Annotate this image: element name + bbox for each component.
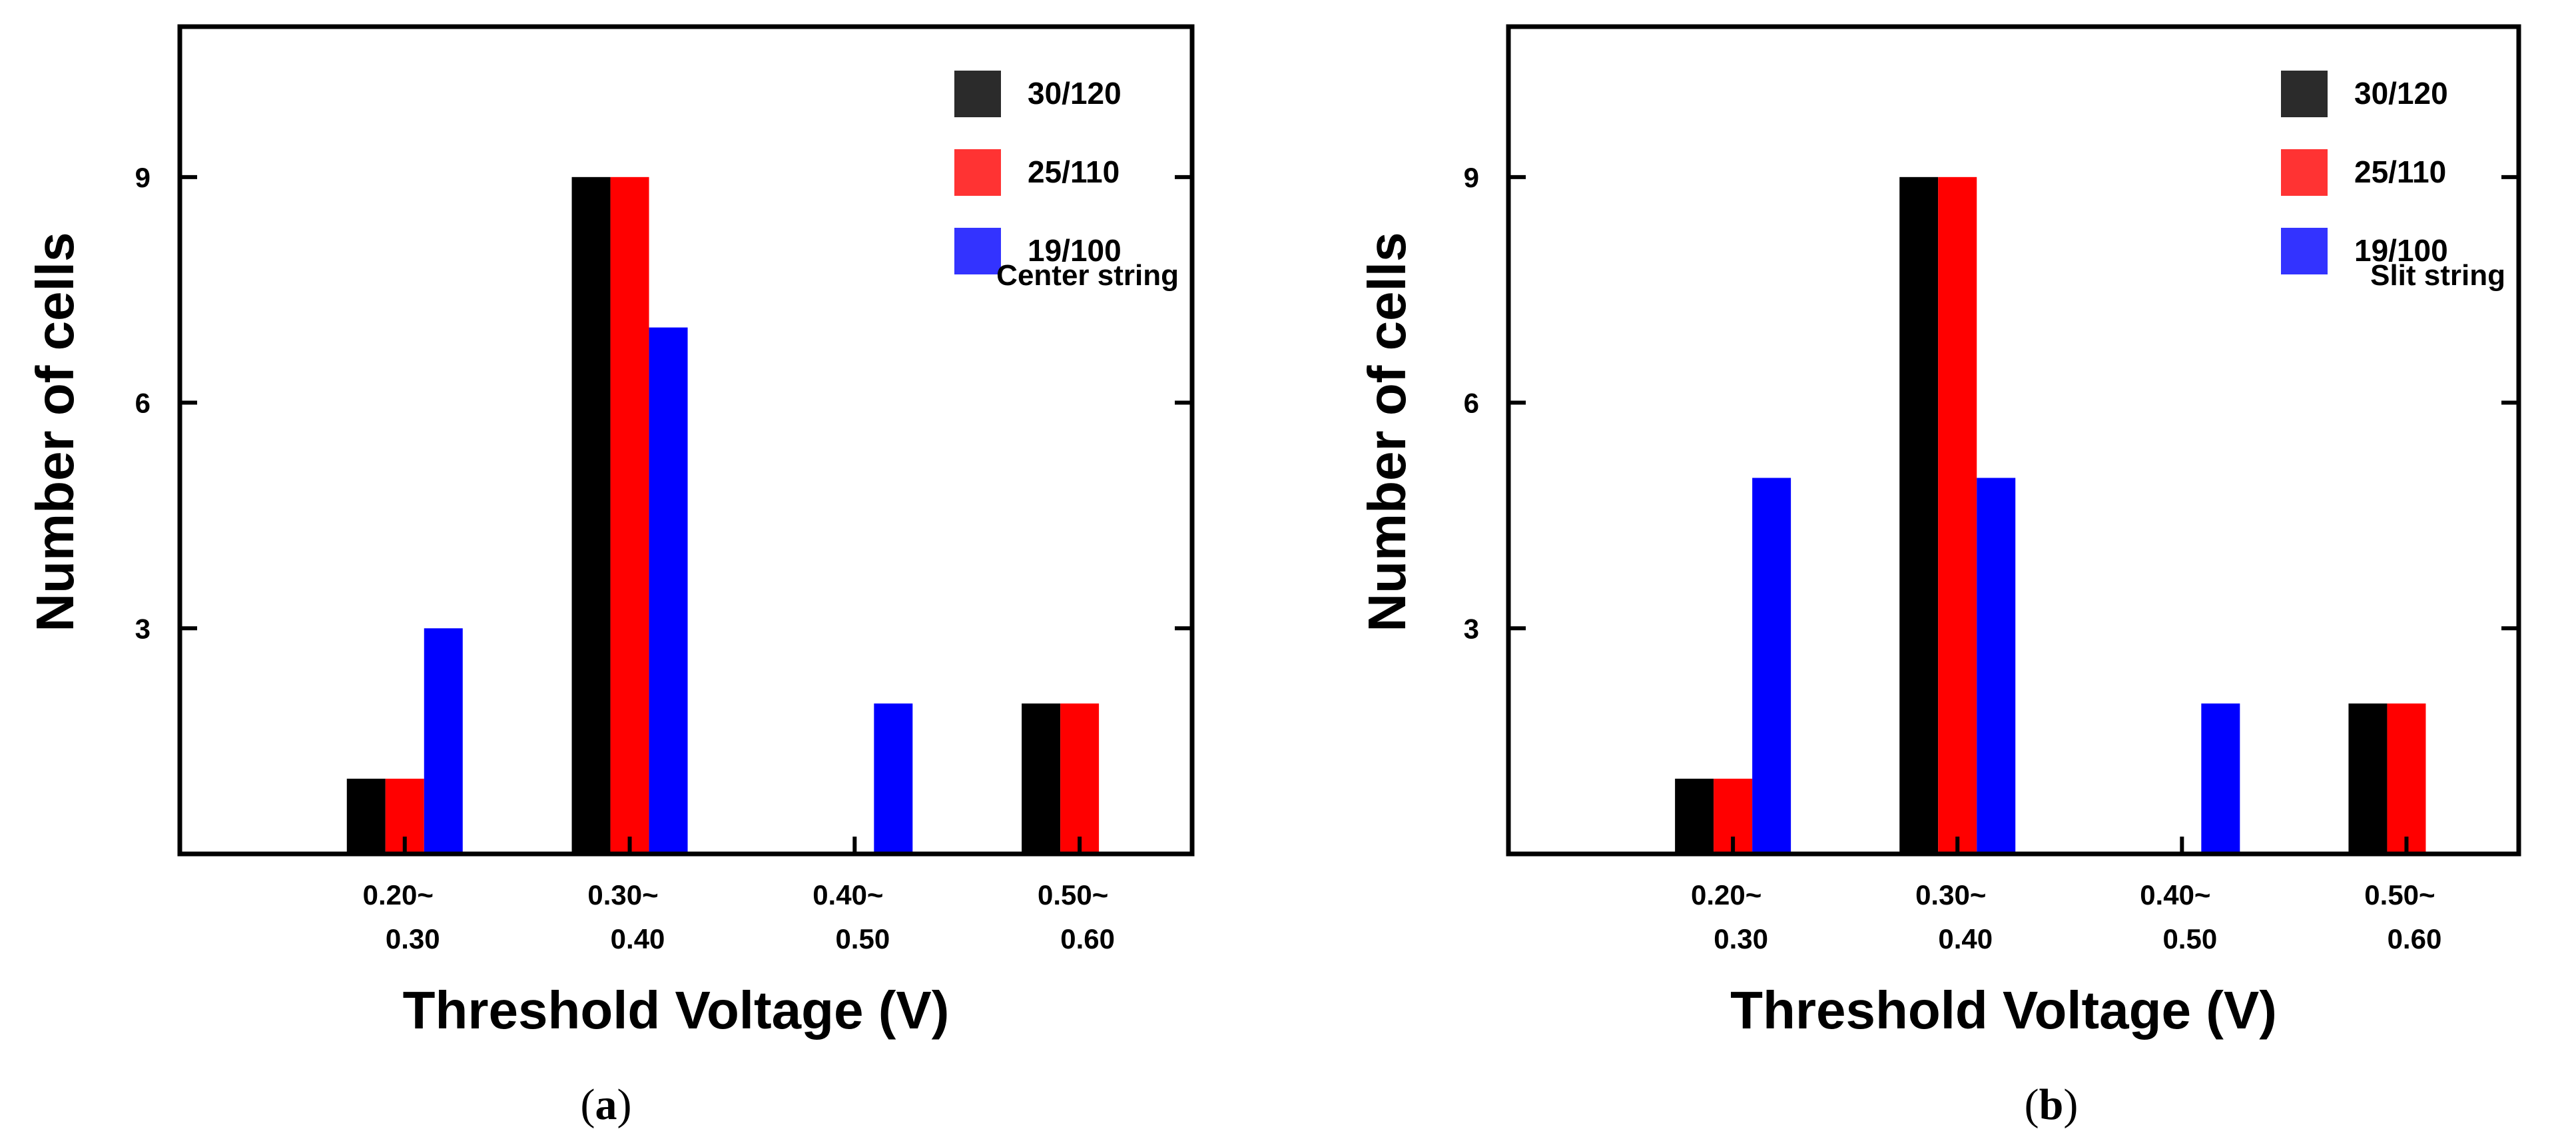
chart-annotation: Center string xyxy=(996,259,1179,292)
legend-swatch-30-120 xyxy=(2281,71,2328,117)
y-tick-label: 6 xyxy=(135,388,151,419)
bar-19-100-0.20 xyxy=(424,628,463,854)
legend-swatch-30-120 xyxy=(954,71,1001,117)
x-tick-label-line2: 0.30 xyxy=(1714,923,1768,955)
plot-frame xyxy=(177,24,1195,857)
x-tick-label-line2: 0.40 xyxy=(611,923,665,955)
x-tick-label-line2: 0.60 xyxy=(2388,923,2442,955)
bar-19-100-0.40 xyxy=(2201,703,2240,854)
x-tick-label-line1: 0.50~ xyxy=(2364,879,2435,911)
bar-30-120-0.50 xyxy=(1022,703,1061,854)
caption-open-paren: ( xyxy=(2025,1080,2039,1129)
x-tick-label-line1: 0.20~ xyxy=(363,879,434,911)
x-tick-label-line1: 0.50~ xyxy=(1038,879,1108,911)
x-axis-title: Threshold Voltage (V) xyxy=(403,980,950,1040)
bar-25-110-0.30 xyxy=(1938,177,1977,854)
y-tick-label: 9 xyxy=(135,162,151,193)
y-tick-label: 3 xyxy=(135,613,151,644)
x-tick-label-line1: 0.40~ xyxy=(2140,879,2210,911)
bar-30-120-0.50 xyxy=(2348,703,2388,854)
x-tick-label-line2: 0.40 xyxy=(1938,923,1993,955)
bar-19-100-0.30 xyxy=(649,327,688,854)
x-tick-label-line2: 0.50 xyxy=(2162,923,2217,955)
x-tick-label-line2: 0.60 xyxy=(1060,923,1115,955)
bar-19-100-0.40 xyxy=(874,703,913,854)
y-tick-label: 6 xyxy=(1464,388,1479,419)
legend-label: 25/110 xyxy=(2354,155,2446,189)
x-tick-label-line2: 0.50 xyxy=(835,923,890,955)
bar-25-110-0.50 xyxy=(1060,703,1100,854)
legend-label: 19/100 xyxy=(2354,233,2448,268)
caption-letter: a xyxy=(595,1080,617,1129)
y-tick-label: 9 xyxy=(1464,162,1479,193)
bar-30-120-0.20 xyxy=(1675,779,1714,854)
x-tick-label-line2: 0.30 xyxy=(386,923,440,955)
caption-open-paren: ( xyxy=(581,1080,595,1129)
panel-caption: (b) xyxy=(2025,1080,2079,1129)
legend-label: 30/120 xyxy=(1028,76,1122,111)
bar-30-120-0.30 xyxy=(571,177,611,854)
bar-25-110-0.50 xyxy=(2387,703,2426,854)
legend-swatch-25-110 xyxy=(954,149,1001,196)
caption-letter: b xyxy=(2039,1080,2064,1129)
bar-25-110-0.30 xyxy=(610,177,649,854)
legend-swatch-19-100 xyxy=(2281,228,2328,274)
legend-swatch-25-110 xyxy=(2281,149,2328,196)
legend-swatch-19-100 xyxy=(954,228,1001,274)
bar-19-100-0.30 xyxy=(1977,478,2016,854)
y-axis-title: Number of cells xyxy=(1357,232,1417,632)
x-tick-label-line1: 0.30~ xyxy=(1915,879,1986,911)
bar-19-100-0.20 xyxy=(1752,478,1791,854)
plot-frame xyxy=(1506,24,2521,857)
y-axis-title: Number of cells xyxy=(25,232,85,632)
x-tick-label-line1: 0.20~ xyxy=(1691,879,1762,911)
caption-close-paren: ) xyxy=(2063,1080,2078,1129)
panel-caption: (a) xyxy=(581,1080,632,1129)
chart-annotation: Slit string xyxy=(2370,259,2505,292)
legend-label: 19/100 xyxy=(1028,233,1122,268)
chart-panel-b: 3 6 9 0.20~ 0.30 0.30~ 0.40 0.40~ 0.50 0.50~ 0.60 T… xyxy=(1357,24,2521,1129)
legend-label: 25/110 xyxy=(1028,155,1120,189)
legend-label: 30/120 xyxy=(2354,76,2448,111)
y-tick-label: 3 xyxy=(1464,613,1479,644)
x-tick-label-line1: 0.40~ xyxy=(812,879,883,911)
x-tick-label-line1: 0.30~ xyxy=(587,879,658,911)
x-axis-title: Threshold Voltage (V) xyxy=(1730,980,2277,1040)
caption-close-paren: ) xyxy=(617,1080,632,1129)
bar-30-120-0.30 xyxy=(1899,177,1939,854)
chart-panel-a: 3 6 9 0.20~ 0.30 0.30~ 0.40 0.40~ 0.50 0.50~ 0.60 T… xyxy=(25,24,1195,1129)
bar-30-120-0.20 xyxy=(346,779,386,854)
